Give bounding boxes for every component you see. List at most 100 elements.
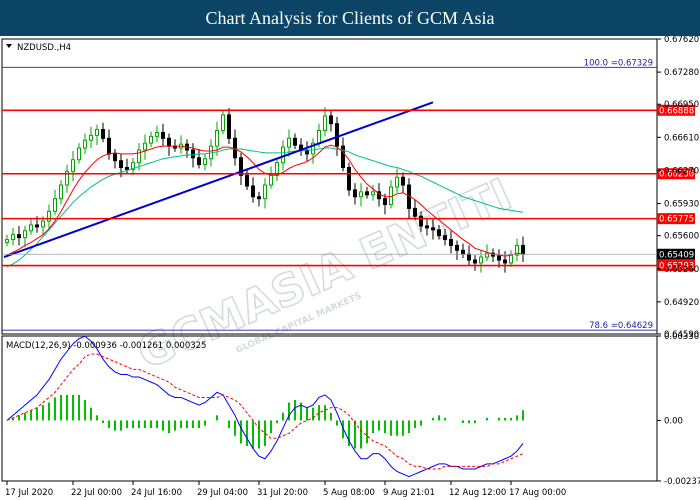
time-tick-label: 17 Aug 00:00 <box>509 488 566 498</box>
candle-body <box>479 256 483 264</box>
candle-body <box>401 176 405 186</box>
price-tick-label: 0.64590 <box>664 330 699 340</box>
candle-body <box>41 220 45 228</box>
candle-body <box>251 185 255 198</box>
time-tick-label: 24 Jul 16:00 <box>131 488 182 498</box>
time-tick-label: 5 Aug 08:00 <box>323 488 375 498</box>
level-price-tag <box>657 260 695 272</box>
candle-body <box>257 196 261 200</box>
candle-body <box>71 159 75 172</box>
macd-panel-frame <box>1 335 658 482</box>
candle-body <box>485 252 489 258</box>
candle-body <box>503 259 507 264</box>
candle-body <box>17 234 21 239</box>
candle-body <box>11 234 15 241</box>
candle-body <box>269 174 273 186</box>
candle-body <box>161 131 165 139</box>
level-price-tag <box>657 213 695 225</box>
candle-body <box>47 210 51 222</box>
candle-body <box>311 142 315 155</box>
candle-body <box>287 137 291 148</box>
candle-body <box>467 253 471 261</box>
candle-body <box>89 134 93 141</box>
price-tick-label: 0.67620 <box>664 36 699 45</box>
candle-body <box>131 162 135 170</box>
candle-body <box>167 137 171 147</box>
macd-layer: 0.003307 0.00 -0.002372 <box>6 332 700 487</box>
time-tick-label: 12 Aug 12:00 <box>449 488 506 498</box>
macd-tick-label: -0.002372 <box>664 477 700 487</box>
candle-body <box>473 259 477 264</box>
candle-body <box>137 149 141 164</box>
sma-green-line <box>6 147 524 268</box>
candle-body <box>317 130 321 144</box>
level-price-tag <box>657 104 695 116</box>
candle-body <box>245 174 249 187</box>
level-price-label: 0.66236 <box>659 170 694 180</box>
candle-body <box>155 131 159 137</box>
candle-body <box>59 184 63 200</box>
candle-body <box>53 198 57 212</box>
candle-body <box>107 137 111 155</box>
candle-body <box>341 145 345 169</box>
chart-banner: Chart Analysis for Clients of GCM Asia <box>0 0 700 36</box>
candle-body <box>371 191 375 196</box>
macd-tick-label: 0.003307 <box>664 332 700 342</box>
level-price-label: 0.65293 <box>659 262 694 272</box>
candle-body <box>77 147 81 161</box>
levels: 0.66888 0.66236 0.65775 0.65293 100.0 =0.673… <box>2 58 695 331</box>
price-tick-label: 0.65600 <box>664 232 699 242</box>
candle-body <box>431 227 435 231</box>
macd-label: MACD(12,26,9) -0.000936 -0.001261 0.0003… <box>6 341 206 351</box>
candle-body <box>149 135 153 144</box>
current-price-label: 0.65409 <box>659 250 694 260</box>
trendline <box>3 101 434 259</box>
candle-body <box>425 225 429 229</box>
candle-body <box>233 137 237 159</box>
candle-body <box>263 184 267 200</box>
candle-body <box>521 244 525 255</box>
candle-body <box>239 157 243 176</box>
candle-body <box>281 146 285 164</box>
candle-body <box>125 167 129 170</box>
price-tick-label: 0.64920 <box>664 298 699 308</box>
candle-body <box>437 229 441 237</box>
candle-body <box>113 153 117 162</box>
level-price-label: 0.66888 <box>659 106 694 116</box>
symbol-label: NZDUSD.,H4 <box>17 43 71 53</box>
candle-body <box>383 198 387 206</box>
time-tick-label: 17 Jul 2020 <box>5 488 53 498</box>
candle-body <box>443 235 447 241</box>
time-tick-label: 31 Jul 20:00 <box>257 488 308 498</box>
candle-body <box>359 191 363 198</box>
candle-body <box>347 167 351 191</box>
candle-body <box>413 207 417 217</box>
candle-body <box>203 158 207 166</box>
macd-tick-label: 0.00 <box>664 416 683 426</box>
macd-main-line <box>6 335 524 478</box>
chart: GCMASIA ENTITI GLOBAL CAPITAL MARKETS NZ… <box>1 36 700 498</box>
candle-body <box>227 114 231 139</box>
time-tick-label: 29 Jul 04:00 <box>197 488 248 498</box>
candle-body <box>329 115 333 125</box>
candle-body <box>143 142 147 151</box>
candle-body <box>5 239 9 243</box>
price-axis: 0.67620 0.67280 0.66950 0.66610 0.66270 0.659… <box>657 36 699 340</box>
candle-body <box>335 123 339 147</box>
candle-body <box>215 130 219 147</box>
time-axis: 17 Jul 2020 22 Jul 00:00 24 Jul 16:00 29 Ju… <box>5 481 566 498</box>
price-tick-label: 0.65260 <box>664 265 699 275</box>
candle-body <box>65 170 69 186</box>
price-tick-label: 0.66610 <box>664 133 699 143</box>
candle-body <box>119 160 123 169</box>
candle-body <box>35 224 39 228</box>
candle-body <box>395 176 399 188</box>
candle-body <box>293 137 297 146</box>
current-price-tag <box>657 248 695 260</box>
candle-body <box>101 129 105 139</box>
price-tick-label: 0.66270 <box>664 166 699 176</box>
candle-body <box>377 191 381 200</box>
candle-body <box>191 149 195 159</box>
candle-body <box>95 129 99 136</box>
symbol-dropdown-icon[interactable] <box>6 44 12 48</box>
